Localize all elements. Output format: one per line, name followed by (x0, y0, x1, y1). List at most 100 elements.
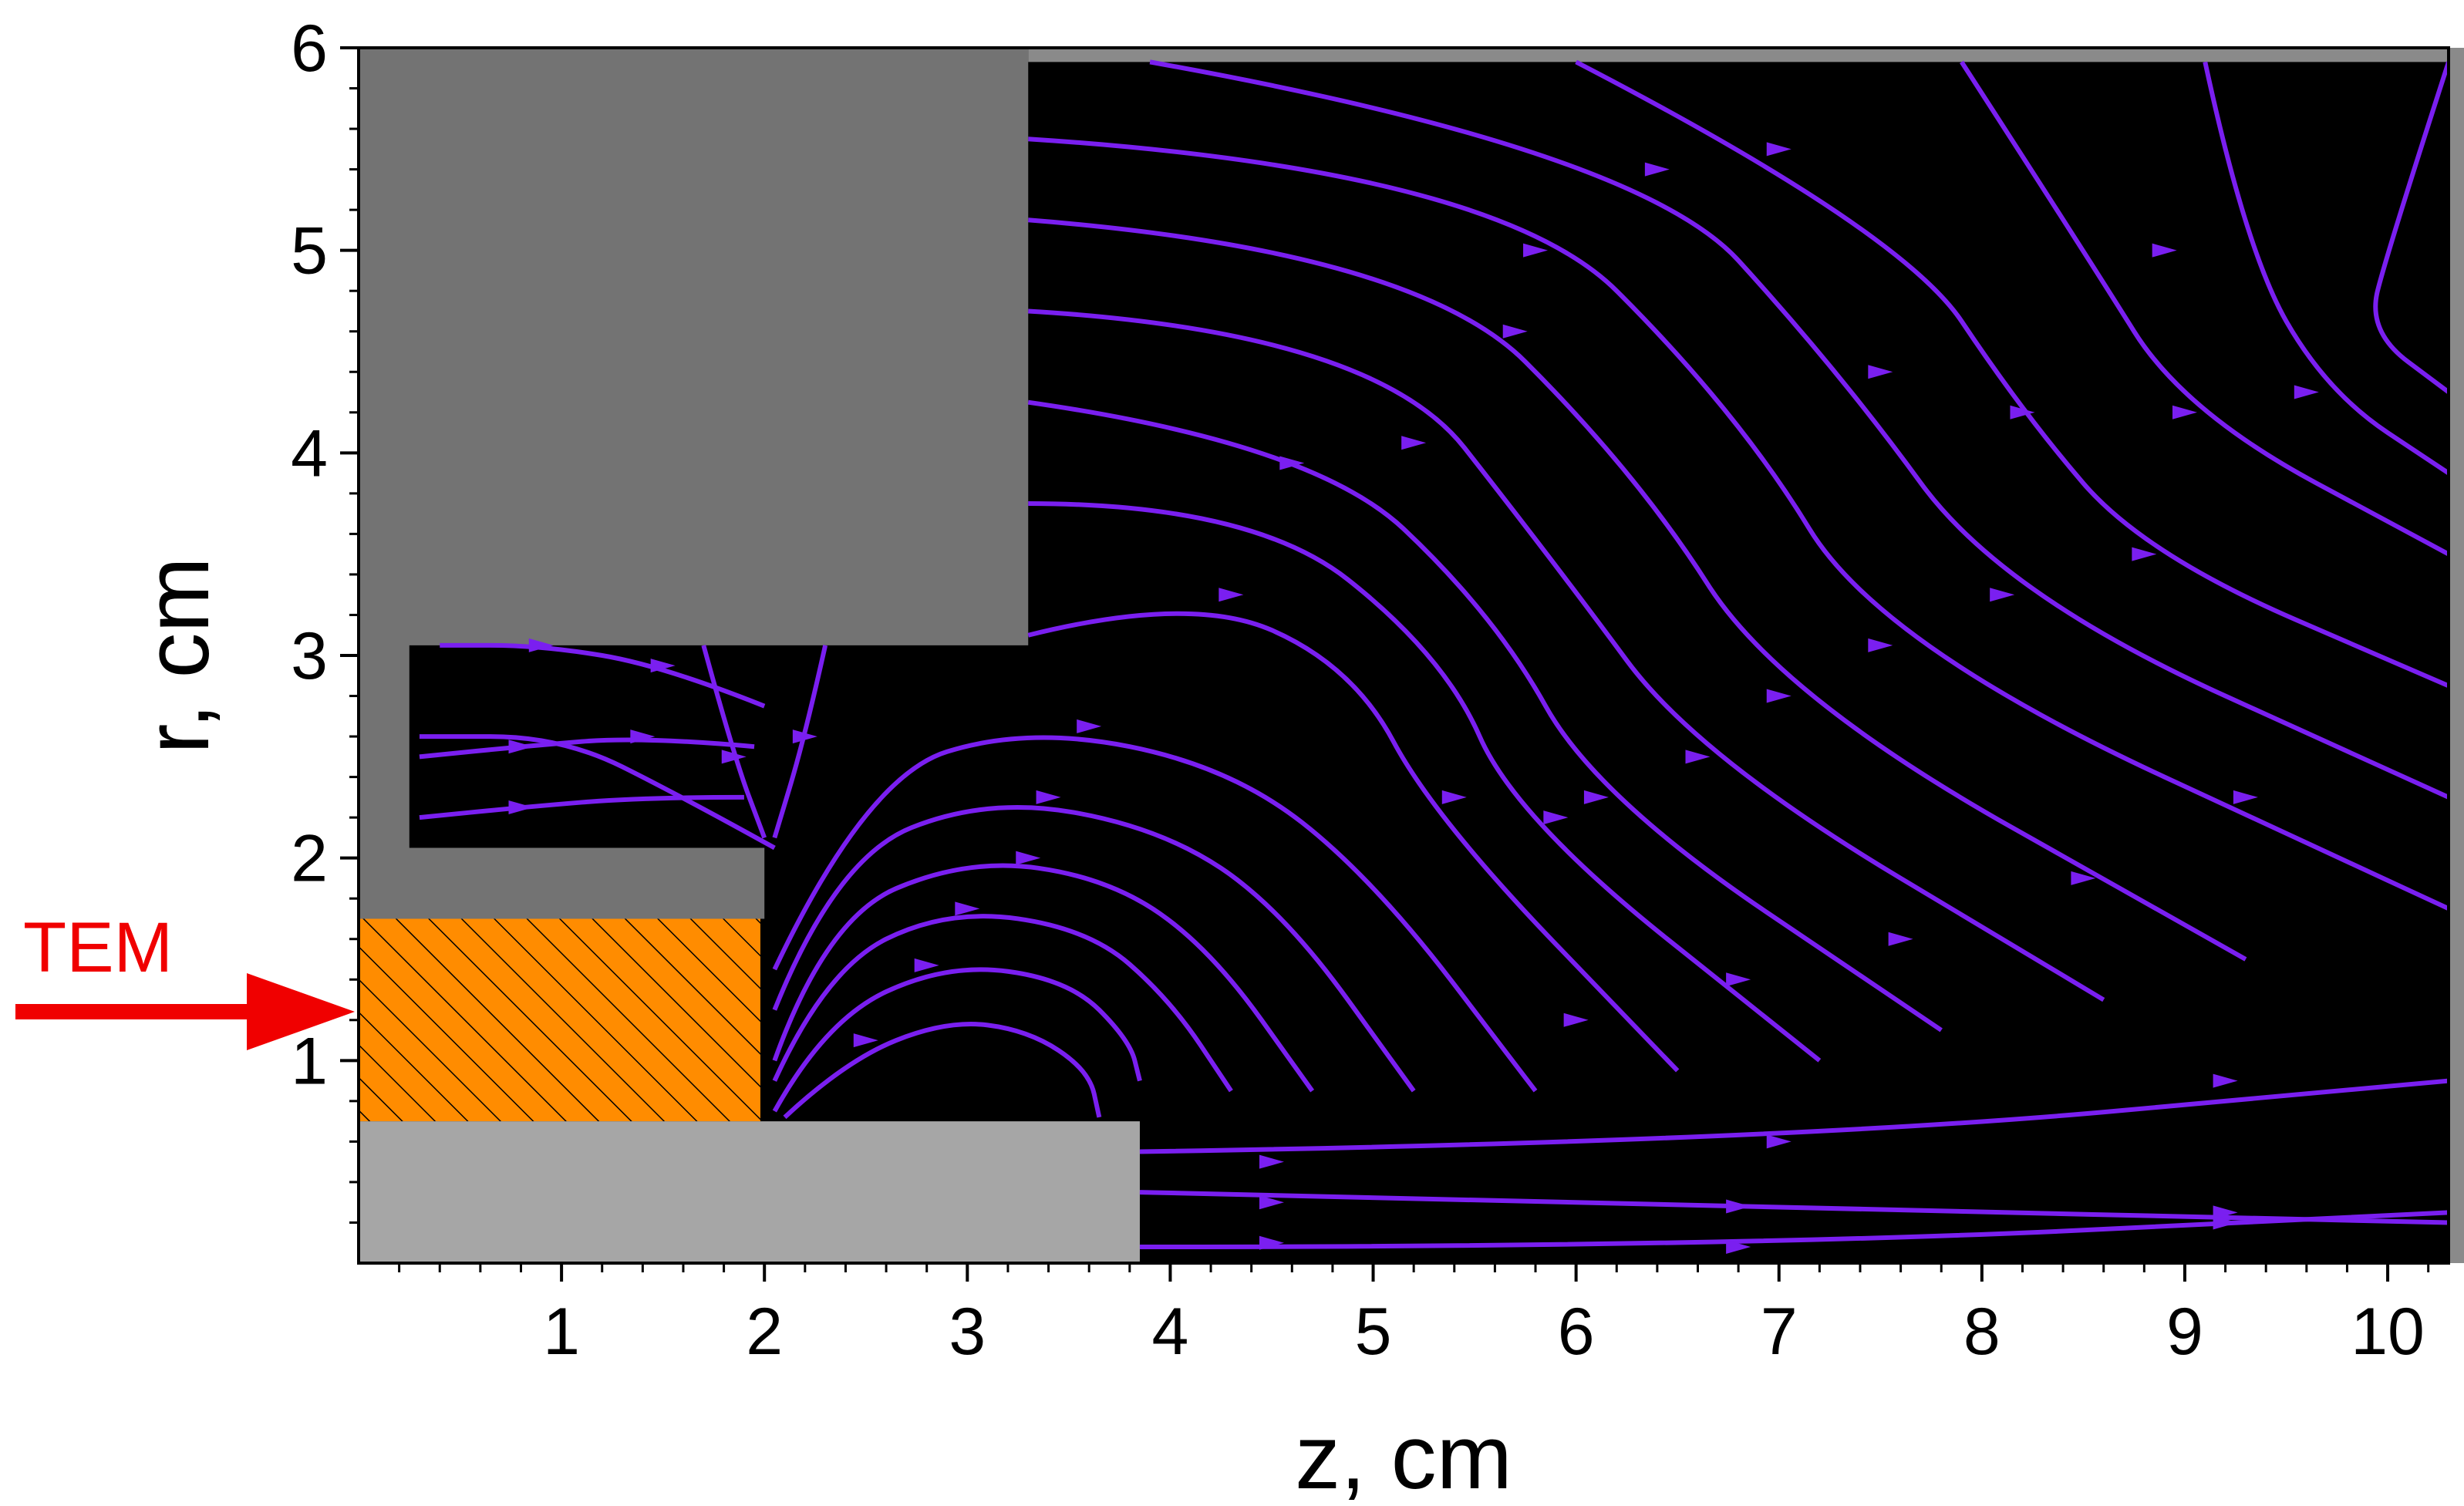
streamline-3 (772, 914, 1233, 1093)
streamline-arrow-5 (1036, 790, 1061, 804)
streamline-arrow-12 (1644, 162, 1670, 177)
x-tick-label: 5 (1355, 1295, 1392, 1369)
streamline-8 (1028, 501, 1822, 1063)
outer-conductor (359, 48, 1029, 919)
tem-arrow-head (247, 973, 355, 1050)
streamline-19 (1139, 1210, 2449, 1249)
x-tick-label: 10 (2351, 1295, 2425, 1369)
x-tick-label: 9 (2166, 1295, 2203, 1369)
streamline-1 (783, 1022, 1102, 1120)
x-tick-label: 4 (1152, 1295, 1189, 1369)
right-boundary (2449, 48, 2464, 1263)
streamline-6 (772, 735, 1538, 1093)
streamline-arrow-32 (1766, 689, 1792, 703)
streamline-arrow-15 (2010, 405, 2035, 419)
streamline-arrow-10 (1502, 324, 1528, 339)
streamline-arrow-14 (1868, 365, 1893, 379)
streamlines (419, 59, 2449, 1249)
streamline-7 (1027, 611, 1680, 1073)
streamline-arrow-8 (1279, 456, 1305, 470)
streamline-arrow-30 (1583, 790, 1609, 804)
streamline-5 (772, 805, 1416, 1093)
streamline-arrow-33 (1868, 638, 1893, 652)
x-tick-label: 8 (1963, 1295, 2001, 1369)
streamline-arrow-41 (721, 750, 747, 764)
streamline-arrow-19 (1726, 1199, 1751, 1214)
y-tick-label: 2 (291, 822, 328, 896)
streamline-24 (701, 645, 767, 839)
streamline-4 (772, 863, 1315, 1093)
streamline-arrow-47 (2233, 790, 2258, 804)
streamline-arrow-25 (1259, 1195, 1284, 1210)
streamline-11 (1028, 217, 2247, 962)
tem-label: TEM (23, 908, 173, 987)
streamline-18 (1139, 1190, 2449, 1225)
y-tick-label: 1 (291, 1024, 328, 1098)
streamline-arrow-37 (508, 740, 534, 754)
streamline-arrow-27 (1259, 1154, 1284, 1169)
streamline-21 (440, 642, 766, 709)
streamline-17 (2373, 61, 2449, 394)
streamline-arrow-1 (853, 1033, 878, 1048)
streamline-arrow-38 (508, 800, 534, 814)
streamline-arrow-23 (2213, 1205, 2238, 1220)
streamline-arrow-39 (650, 659, 676, 673)
streamline-9 (1027, 399, 1943, 1033)
x-axis-title: z, cm (1295, 1407, 1512, 1506)
x-tick-label: 3 (949, 1295, 986, 1369)
streamline-15 (1960, 60, 2449, 557)
conductor-regions (359, 48, 2464, 1263)
streamline-arrow-18 (2294, 385, 2319, 399)
streamline-arrow-29 (1543, 810, 1569, 825)
streamline-2 (772, 967, 1142, 1113)
streamline-arrow-22 (2213, 1215, 2238, 1230)
streamline-16 (2203, 61, 2449, 476)
streamline-arrow-36 (528, 638, 554, 652)
x-tick-label: 6 (1558, 1295, 1595, 1369)
streamline-arrow-13 (1766, 142, 1792, 157)
streamline-22 (419, 737, 755, 760)
y-axis-ticks: 1 2 3 4 5 6 (291, 12, 359, 1224)
streamline-14 (1575, 59, 2449, 689)
streamline-arrow-17 (2172, 405, 2197, 419)
y-tick-label: 4 (291, 416, 328, 490)
streamline-arrow-34 (1990, 588, 2015, 602)
x-tick-label: 1 (543, 1295, 580, 1369)
streamline-arrow-11 (1523, 243, 1549, 258)
streamline-arrow-46 (2071, 871, 2096, 885)
y-tick-label: 6 (291, 12, 328, 86)
streamline-arrow-2 (914, 958, 939, 972)
streamline-arrow-7 (1219, 588, 1244, 602)
streamline-arrow-24 (2213, 1073, 2238, 1088)
streamline-arrow-43 (1563, 1012, 1589, 1027)
streamline-arrow-9 (1401, 436, 1427, 450)
streamline-arrow-4 (1016, 851, 1041, 865)
streamline-10 (1028, 308, 2105, 1002)
streamline-arrow-20 (1726, 1239, 1751, 1254)
y-tick-label: 3 (291, 619, 328, 693)
streamline-arrow-3 (955, 901, 980, 916)
streamline-12 (1028, 136, 2449, 911)
dielectric-hatch (359, 918, 760, 1122)
streamline-arrow-31 (1685, 750, 1711, 764)
y-axis-title: r, cm (126, 557, 228, 754)
streamline-arrows (508, 142, 2319, 1254)
streamline-arrow-21 (1766, 1134, 1792, 1149)
x-tick-label: 7 (1761, 1295, 1798, 1369)
streamline-arrow-6 (1077, 719, 1102, 733)
top-boundary (1028, 48, 2464, 62)
tem-port-annotation: TEM (15, 908, 355, 1050)
streamline-arrow-45 (1888, 932, 1913, 946)
streamline-arrow-28 (1441, 790, 1467, 804)
streamline-arrow-35 (2132, 547, 2157, 561)
inner-conductor (359, 1121, 1140, 1263)
streamline-arrow-42 (792, 729, 817, 744)
y-tick-label: 5 (291, 214, 328, 288)
x-axis-ticks: 1 2 3 4 5 6 7 8 9 10 (398, 1263, 2430, 1369)
streamline-25 (772, 645, 828, 839)
x-tick-label: 2 (746, 1295, 783, 1369)
streamline-26 (419, 734, 776, 851)
streamline-13 (1149, 59, 2449, 800)
streamline-arrow-16 (2152, 243, 2177, 258)
